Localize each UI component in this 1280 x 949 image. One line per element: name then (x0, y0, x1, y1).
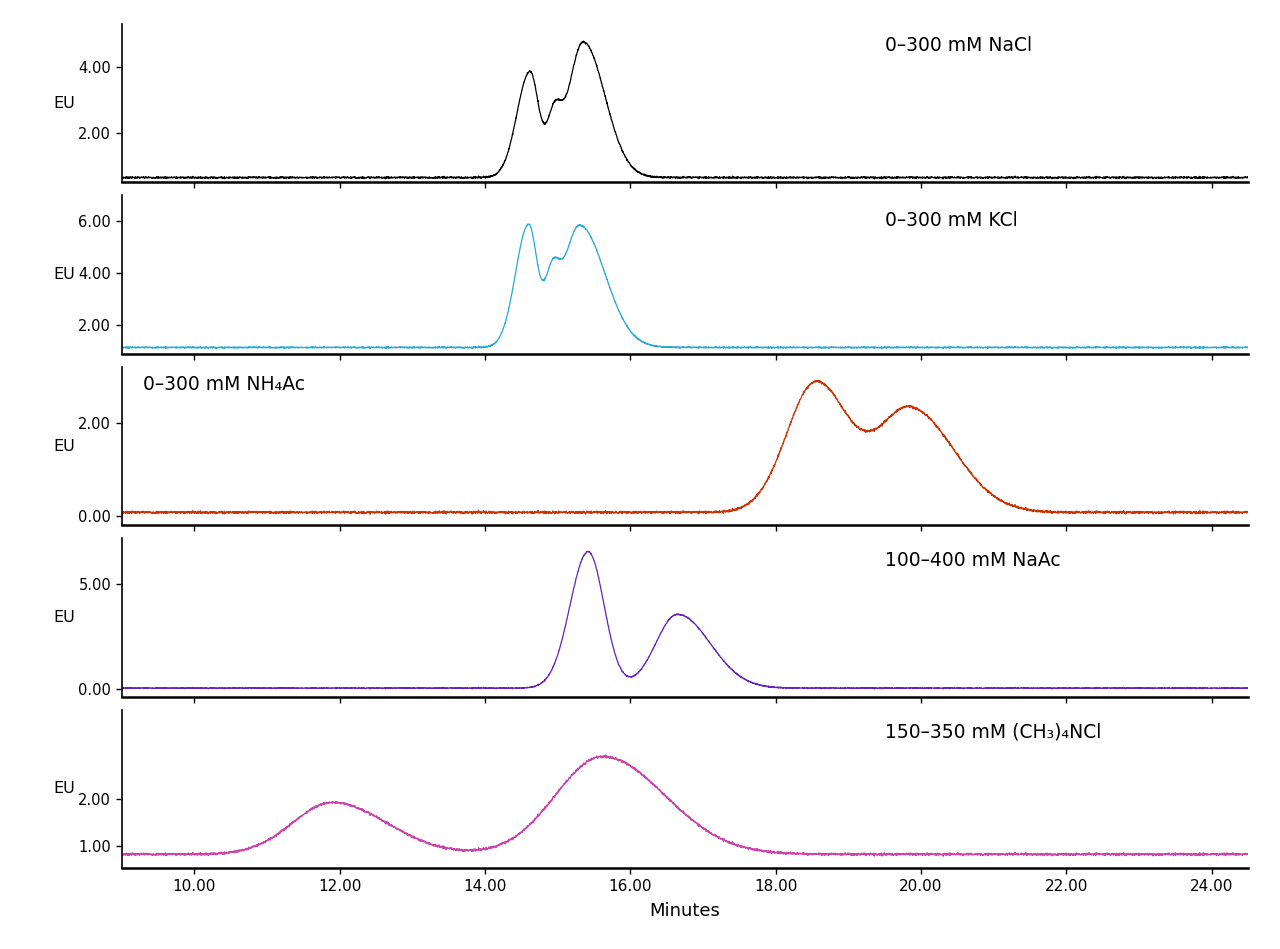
Text: 0–300 mM NaCl: 0–300 mM NaCl (884, 36, 1032, 55)
Text: 100–400 mM NaAc: 100–400 mM NaAc (884, 550, 1060, 569)
Y-axis label: EU: EU (54, 781, 76, 796)
X-axis label: Minutes: Minutes (649, 902, 721, 921)
Y-axis label: EU: EU (54, 96, 76, 111)
Y-axis label: EU: EU (54, 438, 76, 454)
Text: 0–300 mM NH₄Ac: 0–300 mM NH₄Ac (143, 375, 306, 394)
Y-axis label: EU: EU (54, 610, 76, 625)
Y-axis label: EU: EU (54, 267, 76, 282)
Text: 150–350 mM (CH₃)₄NCl: 150–350 mM (CH₃)₄NCl (884, 722, 1101, 741)
Text: 0–300 mM KCl: 0–300 mM KCl (884, 211, 1018, 230)
